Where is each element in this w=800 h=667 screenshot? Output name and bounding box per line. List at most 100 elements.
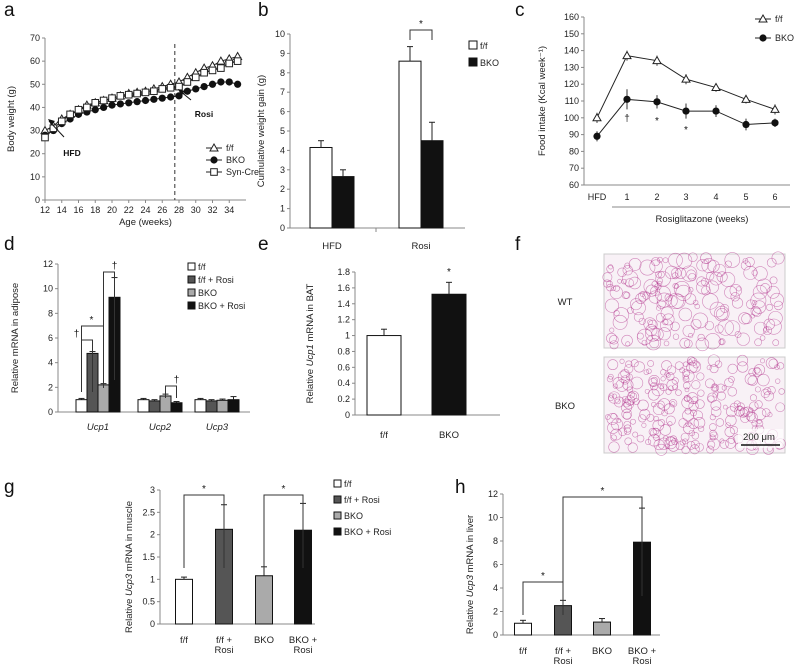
panel-f-cell: [632, 431, 639, 438]
panel-f-cell: [662, 319, 669, 326]
panel-d-bar: [137, 399, 150, 413]
panel-f-cell: [682, 370, 695, 383]
panel-f-cell: [681, 445, 690, 455]
panel-f-cell: [651, 401, 657, 408]
panel-h-pair2-bracket: [562, 496, 643, 596]
panel-f-cell: [657, 277, 663, 284]
panel-h-category-label: BKO: [592, 646, 612, 657]
panel-f-cell: [679, 439, 686, 446]
panel-f-cell: [733, 400, 741, 408]
panel-f-cell: [603, 279, 612, 288]
panel-f-cell: [667, 439, 680, 452]
panel-a-series-2-point-marker: [66, 110, 74, 119]
panel-a-series-1-point-marker: [167, 93, 175, 101]
panel-f-cell: [679, 367, 686, 374]
panel-f-cell: [762, 326, 772, 336]
panel-h-category-label: f/f: [519, 646, 527, 657]
panel-letter-a: a: [4, 0, 15, 21]
panel-b-category-label: HFD: [322, 241, 342, 252]
panel-e-category-label: BKO: [439, 430, 459, 441]
panel-f-cell: [647, 388, 660, 401]
panel-b-category-label: Rosi: [411, 241, 430, 252]
panel-f-cell: [716, 391, 726, 401]
panel-f-cell: [738, 408, 748, 418]
panel-c-y-tick-label: 140: [564, 46, 579, 56]
panel-d-bar: [216, 399, 229, 413]
panel-f-cell: [643, 279, 659, 295]
panel-a-x-tick-label: 34: [224, 205, 234, 215]
panel-d-legend-label-1: f/f + Rosi: [198, 275, 234, 285]
panel-f-cell: [664, 371, 670, 377]
panel-f-cell: [742, 258, 749, 264]
panel-f-cell: [630, 418, 636, 425]
panel-a-series-1-point-marker: [208, 80, 217, 88]
panel-h-category-label: Rosi: [553, 656, 572, 667]
panel-g-pair2-significance: *: [282, 484, 286, 495]
panel-b-bar-ff: [309, 146, 333, 229]
panel-g-y-tick-label: 1: [150, 574, 155, 584]
panel-f-cell: [609, 335, 619, 345]
panel-a-series-2-point-marker: [116, 92, 125, 100]
panel-f-cell: [638, 317, 646, 325]
panel-f-cell: [713, 263, 726, 277]
ylabel-part: mRNA in muscle: [124, 501, 135, 574]
panel-f-cell: [740, 260, 751, 271]
panel-b-y-tick-label: 0: [280, 223, 285, 233]
panel-g-category-label: Rosi: [214, 645, 233, 656]
panel-letter-g: g: [4, 477, 15, 498]
panel-a-legend-label-1: BKO: [226, 155, 245, 165]
panel-e-significance: *: [447, 267, 451, 278]
panel-f-cell: [698, 425, 705, 432]
panel-f-cell: [772, 339, 780, 347]
panel-f-cell: [667, 292, 684, 310]
panel-g-y-tick-label: 0.5: [142, 597, 155, 607]
panel-f-cell: [683, 394, 691, 402]
panel-a-series-1-point-marker: [125, 99, 133, 107]
panel-f-cell: [710, 406, 722, 417]
panel-h-category-label: f/f +: [555, 646, 572, 657]
panel-f-cell: [705, 378, 715, 389]
panel-f-cell: [624, 278, 634, 288]
panel-f-cell: [737, 361, 749, 373]
panel-f-cell: [652, 403, 665, 416]
panel-f-cell: [612, 315, 628, 330]
panel-f-cell: [608, 441, 620, 453]
panel-f-cell: [754, 338, 762, 347]
panel-a-legend-label-0: f/f: [226, 143, 234, 153]
panel-f-cell: [696, 276, 707, 287]
panel-a-series-1-point-marker: [192, 85, 200, 93]
panel-f-cell: [609, 327, 615, 333]
panel-f-cell: [768, 311, 783, 326]
panel-a-x-tick-label: 30: [191, 205, 201, 215]
panel-a-x-tick-label: 20: [107, 205, 117, 215]
panel-a-y-tick-label: 10: [30, 172, 40, 182]
panel-g-legend-label-1: f/f + Rosi: [344, 495, 380, 505]
panel-f-cell: [608, 395, 614, 402]
panel-f-cell: [724, 252, 741, 268]
panel-f-scale-bar-label: 200 μm: [743, 432, 775, 443]
panel-f-cell: [729, 426, 739, 435]
panel-f-cell: [690, 318, 702, 330]
panel-d-bar: [194, 399, 207, 413]
panel-f-cell: [765, 357, 778, 369]
panel-g-legend-label-2: BKO: [344, 511, 363, 521]
panel-f-cell: [775, 378, 781, 384]
panel-f-cell: [683, 374, 689, 380]
panel-f-cell: [606, 332, 617, 344]
panel-e-y-tick-label: 1.8: [337, 267, 350, 277]
panel-a-y-tick-label: 70: [30, 33, 40, 43]
panel-f-cell: [688, 418, 699, 430]
panel-f-cell: [725, 414, 737, 427]
panel-a-series-2-point-marker: [150, 87, 158, 96]
panel-f-cell: [655, 443, 668, 456]
panel-a-x-tick-label: 12: [40, 205, 50, 215]
panel-f-cell: [633, 361, 645, 373]
panel-f-cell: [750, 313, 755, 319]
panel-f-cell: [649, 338, 660, 349]
panel-c-series-0-point-marker: [770, 104, 780, 113]
panel-f-cell: [621, 402, 632, 414]
panel-f-cell: [623, 420, 632, 429]
panel-f-cell: [753, 266, 768, 281]
panel-c-y-tick-label: 150: [564, 29, 579, 39]
